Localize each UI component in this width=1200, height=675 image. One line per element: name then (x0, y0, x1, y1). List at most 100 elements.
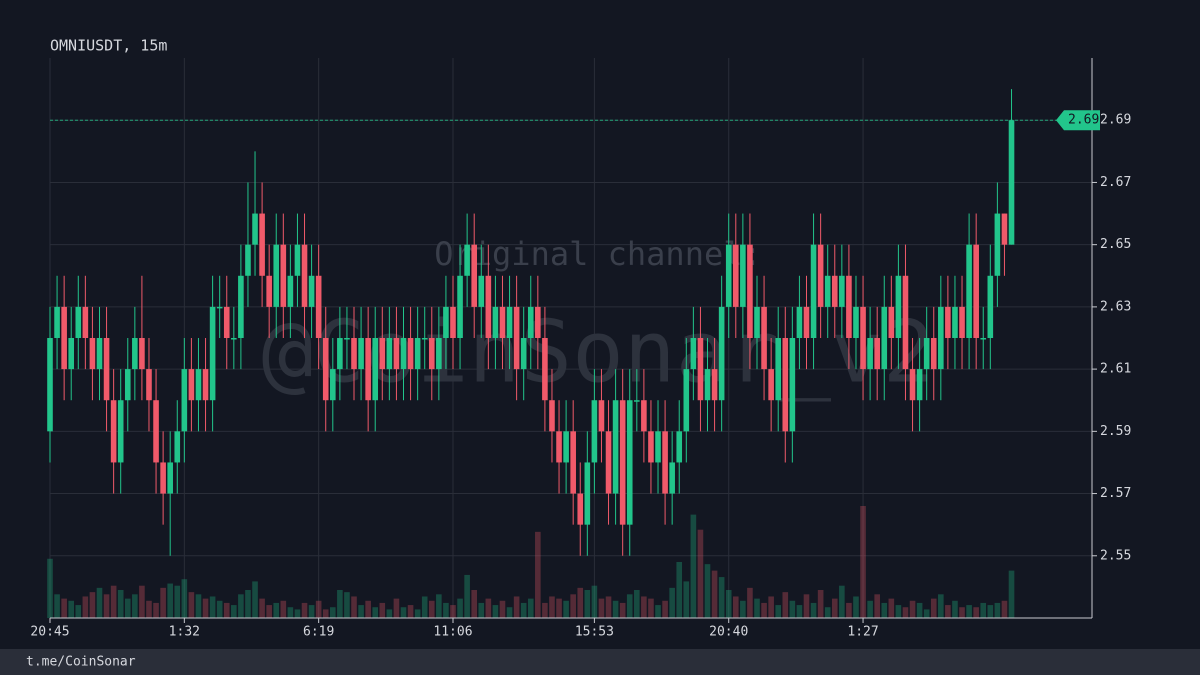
candle-body (994, 213, 1001, 276)
volume-bar (888, 598, 895, 618)
volume-bar (945, 605, 951, 618)
candle-body (535, 306, 541, 338)
volume-bar (994, 602, 1001, 618)
volume-bar (216, 600, 223, 618)
volume-bar (648, 598, 654, 618)
volume-bar (75, 605, 82, 618)
candle-body (867, 338, 873, 370)
candle-body (782, 338, 789, 432)
volume-bar (223, 602, 230, 618)
volume-bar (245, 590, 251, 618)
volume-bar (393, 598, 400, 618)
candle-body (110, 400, 117, 463)
volume-bar (372, 607, 379, 618)
volume-bar (379, 602, 386, 618)
volume-bar (909, 600, 916, 618)
candle-body (605, 431, 612, 494)
volume-bar (605, 596, 612, 618)
volume-bar (520, 602, 527, 618)
volume-bar (980, 602, 987, 618)
volume-bar (1008, 570, 1015, 618)
watermark: Original channel: (434, 235, 762, 273)
volume-bar (676, 562, 683, 618)
volume-bar (895, 605, 902, 618)
candle-body (457, 275, 463, 338)
volume-bar (358, 605, 364, 618)
candle-body (923, 338, 930, 370)
candle-body (400, 338, 407, 370)
candle-body (75, 306, 82, 338)
candle-body (96, 338, 103, 370)
candle-body (853, 306, 859, 338)
volume-bar (690, 514, 697, 618)
candle-body (167, 462, 173, 494)
candle-body (54, 306, 60, 338)
volume-bar (457, 598, 463, 618)
candle-body (294, 244, 301, 276)
volume-bar (181, 579, 188, 618)
candle-body (938, 306, 944, 370)
volume-bar (556, 598, 562, 618)
volume-bar (174, 585, 181, 618)
volume-bar (499, 600, 506, 618)
volume-bar (195, 594, 202, 618)
candle-body (492, 306, 499, 338)
candle-body (358, 338, 364, 370)
y-tick-label: 2.69 (1100, 113, 1131, 128)
footer-bar (0, 649, 1200, 675)
candle-body (287, 275, 294, 307)
candle-body (330, 369, 336, 401)
x-tick-label: 11:06 (433, 625, 472, 640)
candle-body (570, 431, 576, 494)
candle-body (803, 306, 810, 338)
volume-bar (952, 600, 958, 618)
candle-body (238, 275, 244, 338)
y-tick-label: 2.57 (1100, 486, 1131, 501)
x-tick-label: 6:19 (303, 625, 334, 640)
volume-bar (810, 602, 817, 618)
candle-body (839, 275, 845, 307)
candle-body (959, 306, 965, 338)
candle-body (266, 275, 272, 307)
candle-body (973, 244, 979, 338)
volume-bar (725, 590, 732, 618)
candle-body (902, 275, 909, 370)
x-tick-label: 1:32 (169, 625, 200, 640)
candle-body (132, 338, 138, 370)
volume-bar (591, 585, 598, 618)
x-tick-label: 20:40 (709, 625, 748, 640)
candle-body (909, 369, 916, 401)
volume-bar (414, 609, 421, 618)
candle-body (223, 306, 230, 338)
volume-bar (803, 594, 810, 618)
volume-bar (167, 583, 173, 618)
volume-bar (188, 592, 195, 618)
candle-body (626, 400, 633, 525)
volume-bar (549, 596, 555, 618)
volume-bar (704, 564, 711, 618)
candle-body (407, 338, 414, 370)
candle-body (895, 275, 902, 338)
volume-bar (711, 570, 718, 618)
volume-bar (485, 598, 492, 618)
candle-body (252, 213, 258, 245)
last-price-tag (1056, 110, 1100, 131)
candle-body (641, 400, 647, 432)
candle-body (443, 306, 449, 338)
candle-body (754, 306, 760, 338)
volume-bar (831, 598, 838, 618)
volume-bar (330, 607, 336, 618)
volume-bar (959, 607, 965, 618)
candle-body (612, 400, 619, 494)
candle-body (662, 431, 668, 494)
candle-body (888, 306, 895, 338)
candle-body (513, 306, 520, 370)
candle-body (718, 306, 725, 401)
candle-body (436, 338, 442, 370)
volume-bar (301, 602, 308, 618)
volume-bar (916, 602, 923, 618)
volume-bar (209, 596, 216, 618)
candle-body (89, 338, 96, 370)
candle-body (153, 400, 159, 463)
